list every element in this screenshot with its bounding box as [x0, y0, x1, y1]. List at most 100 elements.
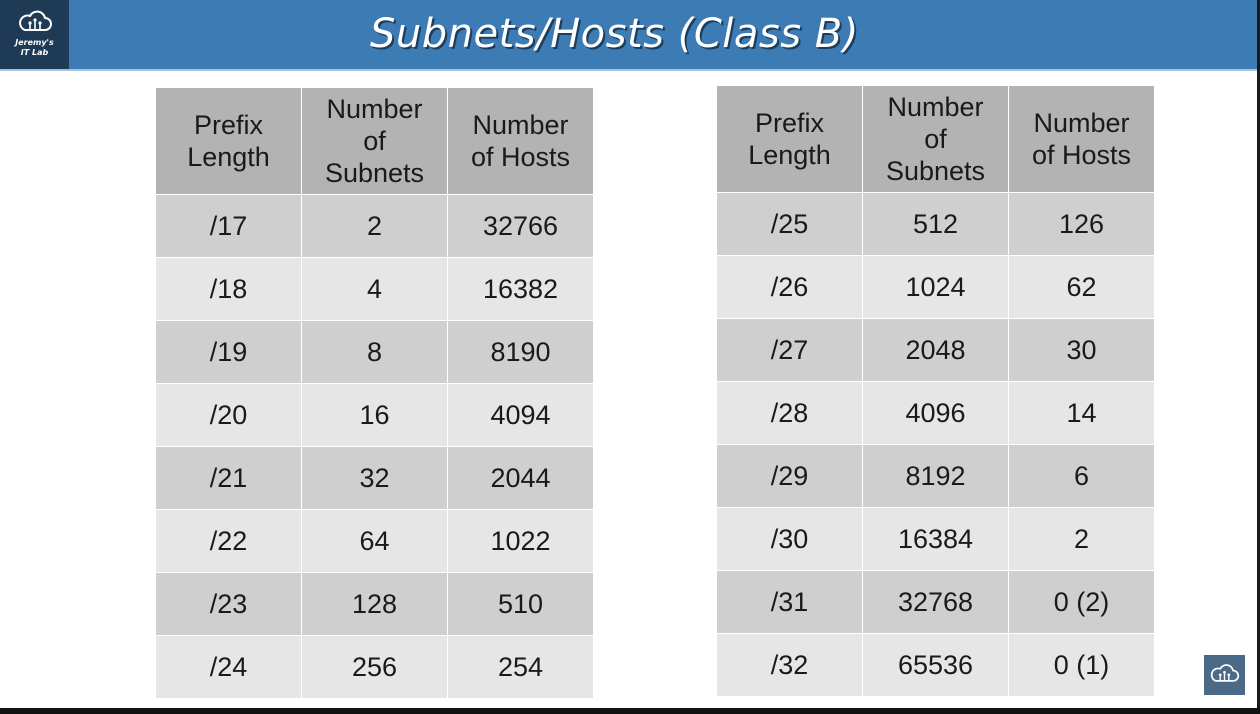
prefix-cell: /18	[155, 257, 302, 321]
column-header-prefix-length: Prefix Length	[716, 85, 863, 193]
header-word: Length	[748, 140, 831, 170]
table-header-row: Prefix Length Number of Subnets Number o…	[155, 87, 594, 195]
prefix-cell: /32	[716, 633, 863, 697]
table-row: /26 1024 62	[716, 255, 1155, 319]
prefix-cell: /30	[716, 507, 863, 571]
table-header-row: Prefix Length Number of Subnets Number o…	[716, 85, 1155, 193]
header-word: of	[924, 124, 947, 154]
page-title: Subnets/Hosts (Class B)	[370, 11, 859, 57]
hosts-cell: 0 (2)	[1008, 570, 1155, 634]
prefix-cell: /27	[716, 318, 863, 382]
subnet-table-left: Prefix Length Number of Subnets Number o…	[155, 87, 594, 699]
table-row: /30 16384 2	[716, 507, 1155, 571]
header-word: Prefix	[193, 110, 264, 140]
subnets-cell: 32768	[862, 570, 1009, 634]
table-row: /21 32 2044	[155, 446, 594, 510]
subnets-cell: 64	[301, 509, 448, 573]
brand-name-line1: Jeremy's	[15, 38, 54, 47]
table-row: /20 16 4094	[155, 383, 594, 447]
table-row: /27 2048 30	[716, 318, 1155, 382]
table-row: /22 64 1022	[155, 509, 594, 573]
prefix-cell: /21	[155, 446, 302, 510]
table-row: /23 128 510	[155, 572, 594, 636]
hosts-cell: 2044	[447, 446, 594, 510]
hosts-cell: 0 (1)	[1008, 633, 1155, 697]
prefix-cell: /29	[716, 444, 863, 508]
prefix-cell: /19	[155, 320, 302, 384]
hosts-cell: 6	[1008, 444, 1155, 508]
table-row: /24 256 254	[155, 635, 594, 699]
cloud-circuit-icon	[19, 10, 52, 31]
hosts-cell: 32766	[447, 194, 594, 258]
hosts-cell: 14	[1008, 381, 1155, 445]
header-word: Number	[472, 110, 569, 140]
prefix-cell: /26	[716, 255, 863, 319]
table-row: /28 4096 14	[716, 381, 1155, 445]
bottom-bar	[0, 708, 1260, 714]
header-word: Subnets	[324, 158, 425, 188]
hosts-cell: 62	[1008, 255, 1155, 319]
subnets-cell: 16	[301, 383, 448, 447]
subnets-cell: 256	[301, 635, 448, 699]
table-row: /32 65536 0 (1)	[716, 633, 1155, 697]
column-header-number-of-hosts: Number of Hosts	[1008, 85, 1155, 193]
subnets-cell: 2048	[862, 318, 1009, 382]
prefix-cell: /25	[716, 192, 863, 256]
column-header-number-of-hosts: Number of Hosts	[447, 87, 594, 195]
subnets-cell: 128	[301, 572, 448, 636]
column-header-prefix-length: Prefix Length	[155, 87, 302, 195]
hosts-cell: 2	[1008, 507, 1155, 571]
subnets-cell: 1024	[862, 255, 1009, 319]
subnets-cell: 16384	[862, 507, 1009, 571]
hosts-cell: 1022	[447, 509, 594, 573]
subnets-cell: 4	[301, 257, 448, 321]
header-word: of	[363, 126, 386, 156]
header-word: Subnets	[885, 156, 986, 186]
header-word: Prefix	[754, 108, 825, 138]
prefix-cell: /24	[155, 635, 302, 699]
header-divider	[0, 69, 1257, 71]
hosts-cell: 8190	[447, 320, 594, 384]
header-word: of Hosts	[470, 142, 571, 172]
hosts-cell: 4094	[447, 383, 594, 447]
table-row: /25 512 126	[716, 192, 1155, 256]
header-word: Number	[326, 94, 423, 124]
subnets-cell: 8	[301, 320, 448, 384]
hosts-cell: 254	[447, 635, 594, 699]
table-row: /29 8192 6	[716, 444, 1155, 508]
table-row: /19 8 8190	[155, 320, 594, 384]
subnets-cell: 8192	[862, 444, 1009, 508]
subnet-table-right: Prefix Length Number of Subnets Number o…	[716, 85, 1155, 697]
cloud-circuit-icon	[1210, 664, 1240, 682]
column-header-number-of-subnets: Number of Subnets	[301, 87, 448, 195]
prefix-cell: /31	[716, 570, 863, 634]
prefix-cell: /22	[155, 509, 302, 573]
subnets-cell: 4096	[862, 381, 1009, 445]
header-word: Number	[1033, 108, 1130, 138]
header-word: Length	[187, 142, 270, 172]
prefix-cell: /28	[716, 381, 863, 445]
corner-logo	[1204, 655, 1245, 695]
prefix-cell: /17	[155, 194, 302, 258]
hosts-cell: 16382	[447, 257, 594, 321]
table-row: /31 32768 0 (2)	[716, 570, 1155, 634]
prefix-cell: /23	[155, 572, 302, 636]
table-row: /18 4 16382	[155, 257, 594, 321]
subnets-cell: 512	[862, 192, 1009, 256]
header-word: of Hosts	[1031, 140, 1132, 170]
prefix-cell: /20	[155, 383, 302, 447]
brand-logo: Jeremy's IT Lab	[0, 0, 69, 69]
hosts-cell: 30	[1008, 318, 1155, 382]
subnets-cell: 65536	[862, 633, 1009, 697]
header-word: Number	[887, 92, 984, 122]
subnets-cell: 32	[301, 446, 448, 510]
subnets-cell: 2	[301, 194, 448, 258]
hosts-cell: 510	[447, 572, 594, 636]
brand-name-line2: IT Lab	[20, 48, 49, 57]
column-header-number-of-subnets: Number of Subnets	[862, 85, 1009, 193]
hosts-cell: 126	[1008, 192, 1155, 256]
header-bar: Jeremy's IT Lab Subnets/Hosts (Class B)	[0, 0, 1257, 69]
brand-name: Jeremy's IT Lab	[0, 38, 69, 58]
table-row: /17 2 32766	[155, 194, 594, 258]
